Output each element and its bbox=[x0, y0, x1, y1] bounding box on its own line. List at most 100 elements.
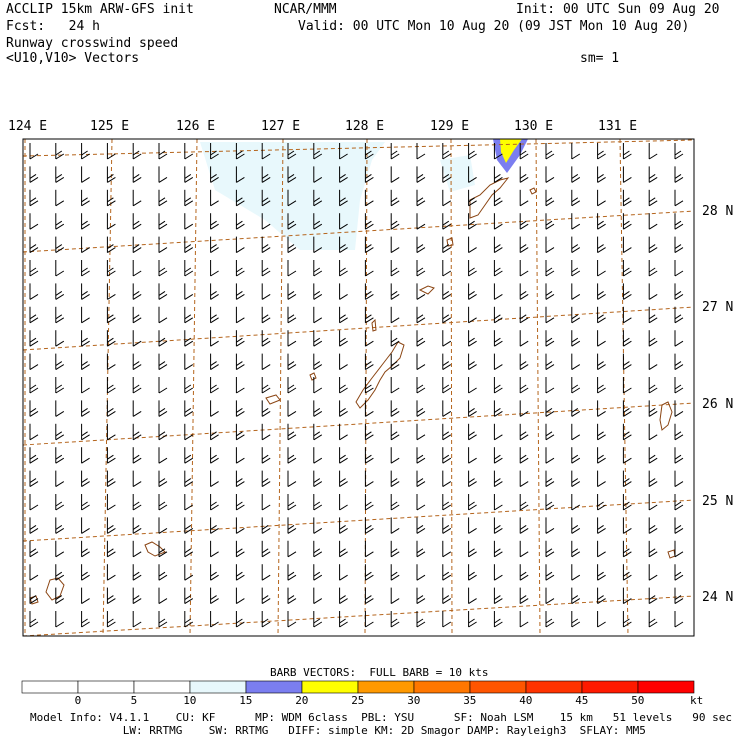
wind-barb-flag bbox=[623, 431, 630, 437]
wind-barb-flag bbox=[571, 223, 581, 230]
wind-barb-flag bbox=[29, 173, 37, 179]
wind-barb-flag bbox=[494, 314, 501, 320]
wind-barb-flag bbox=[674, 571, 682, 577]
wind-barb-flag bbox=[545, 618, 553, 624]
wind-barb-flag bbox=[648, 173, 656, 179]
wind-barb-flag bbox=[313, 317, 323, 324]
wind-barb-flag bbox=[261, 618, 269, 624]
wind-barb-flag bbox=[29, 618, 37, 624]
wind-barb-flag bbox=[261, 434, 271, 441]
wind-barb-flag bbox=[494, 384, 501, 390]
wind-barb-flag bbox=[210, 340, 219, 347]
wind-barb-flag bbox=[107, 598, 116, 605]
wind-barb-flag bbox=[236, 340, 245, 347]
wind-barb-flag bbox=[339, 434, 348, 441]
wind-barb-flag bbox=[81, 621, 90, 628]
wind-barb-flag bbox=[132, 571, 140, 577]
wind-barb-flag bbox=[184, 524, 192, 530]
wind-barb-flag bbox=[623, 290, 630, 296]
wind-barb-flag bbox=[519, 293, 529, 300]
wind-barb-flag bbox=[184, 478, 192, 484]
wind-barb-flag bbox=[184, 314, 192, 320]
wind-barb-flag bbox=[107, 244, 114, 250]
wind-barb-flag bbox=[365, 314, 372, 320]
wind-barb-flag bbox=[597, 551, 606, 558]
lon-label: 124 E bbox=[8, 119, 48, 134]
wind-barb-flag bbox=[545, 431, 553, 437]
coastlines bbox=[29, 177, 676, 605]
wind-barb-flag bbox=[132, 173, 140, 179]
wind-barb-flag bbox=[390, 481, 400, 488]
wind-barb-flag bbox=[287, 150, 295, 156]
wind-barb-flag bbox=[29, 434, 39, 441]
wind-barb-flag bbox=[261, 223, 271, 230]
wind-barb-flag bbox=[158, 176, 168, 183]
wind-barb-flag bbox=[468, 410, 477, 417]
wind-barb-flag bbox=[623, 150, 630, 156]
wind-barb-flag bbox=[210, 387, 219, 394]
wind-barb-flag bbox=[236, 267, 243, 273]
wind-barb-flag bbox=[184, 384, 192, 390]
wind-barb-flag bbox=[390, 571, 398, 577]
wind-barb-flag bbox=[519, 574, 529, 581]
colorbar-swatch bbox=[357, 680, 415, 694]
wind-barb-flag bbox=[132, 200, 142, 207]
wind-barb-flag bbox=[571, 598, 581, 605]
wind-barb-flag bbox=[55, 595, 63, 601]
wind-barb-flag bbox=[261, 270, 271, 277]
wind-barb-flag bbox=[132, 454, 140, 460]
wind-barb-flag bbox=[81, 150, 88, 156]
wind-barb-flag bbox=[81, 364, 90, 371]
wind-barb-flag bbox=[390, 551, 400, 558]
wind-barb-flag bbox=[313, 410, 323, 417]
wind-barb-flag bbox=[571, 317, 581, 324]
wind-barb-flag bbox=[442, 150, 450, 156]
wind-barb-flag bbox=[674, 290, 682, 296]
wind-barb-flag bbox=[648, 364, 658, 371]
wind-barb-flag bbox=[158, 364, 168, 371]
wind-barb-flag bbox=[287, 551, 297, 558]
wind-barb-flag bbox=[519, 244, 527, 250]
wind-barb-flag bbox=[132, 501, 140, 507]
wind-barb-flag bbox=[597, 431, 604, 437]
wind-barb-flag bbox=[29, 197, 37, 203]
wind-barb-flag bbox=[339, 364, 348, 371]
wind-barb-flag bbox=[468, 340, 477, 347]
wind-barb-flag bbox=[55, 200, 65, 207]
wind-barb-flag bbox=[184, 574, 194, 581]
wind-barb-flag bbox=[571, 434, 581, 441]
colorbar-swatch bbox=[77, 680, 135, 694]
wind-barb-flag bbox=[390, 270, 400, 277]
wind-barb-flag bbox=[313, 434, 323, 441]
wind-barb-flag bbox=[571, 574, 581, 581]
wind-barb-flag bbox=[442, 454, 450, 460]
wind-barb-flag bbox=[545, 176, 555, 183]
wind-barb-flag bbox=[648, 384, 656, 390]
lat-label: 24 N bbox=[702, 590, 734, 605]
wind-barb-flag bbox=[623, 571, 630, 577]
wind-barb-flag bbox=[519, 551, 529, 558]
wind-barb-flag bbox=[545, 317, 555, 324]
wind-barb-flag bbox=[81, 270, 90, 277]
wind-barb-flag bbox=[339, 173, 346, 179]
wind-barb-flag bbox=[648, 223, 658, 230]
wind-barb-flag bbox=[597, 454, 604, 460]
wind-barb-flag bbox=[339, 478, 346, 484]
wind-barb-flag bbox=[132, 244, 140, 250]
wind-barb-flag bbox=[519, 387, 529, 394]
wind-barb-flag bbox=[623, 340, 632, 347]
wind-barb-flag bbox=[29, 551, 39, 558]
wind-barb-flag bbox=[416, 551, 426, 558]
wind-barb-flag bbox=[107, 434, 116, 441]
wind-barb-flag bbox=[55, 410, 65, 417]
wind-barb-flag bbox=[494, 340, 503, 347]
wind-barb-flag bbox=[623, 457, 632, 464]
wind-barb-flag bbox=[597, 621, 606, 628]
wind-barb-flag bbox=[287, 317, 297, 324]
wind-barb-flag bbox=[597, 434, 606, 441]
wind-barb-flag bbox=[545, 220, 553, 226]
wind-barb-flag bbox=[158, 361, 166, 367]
wind-barb-flag bbox=[210, 595, 217, 601]
wind-barb-flag bbox=[236, 223, 245, 230]
